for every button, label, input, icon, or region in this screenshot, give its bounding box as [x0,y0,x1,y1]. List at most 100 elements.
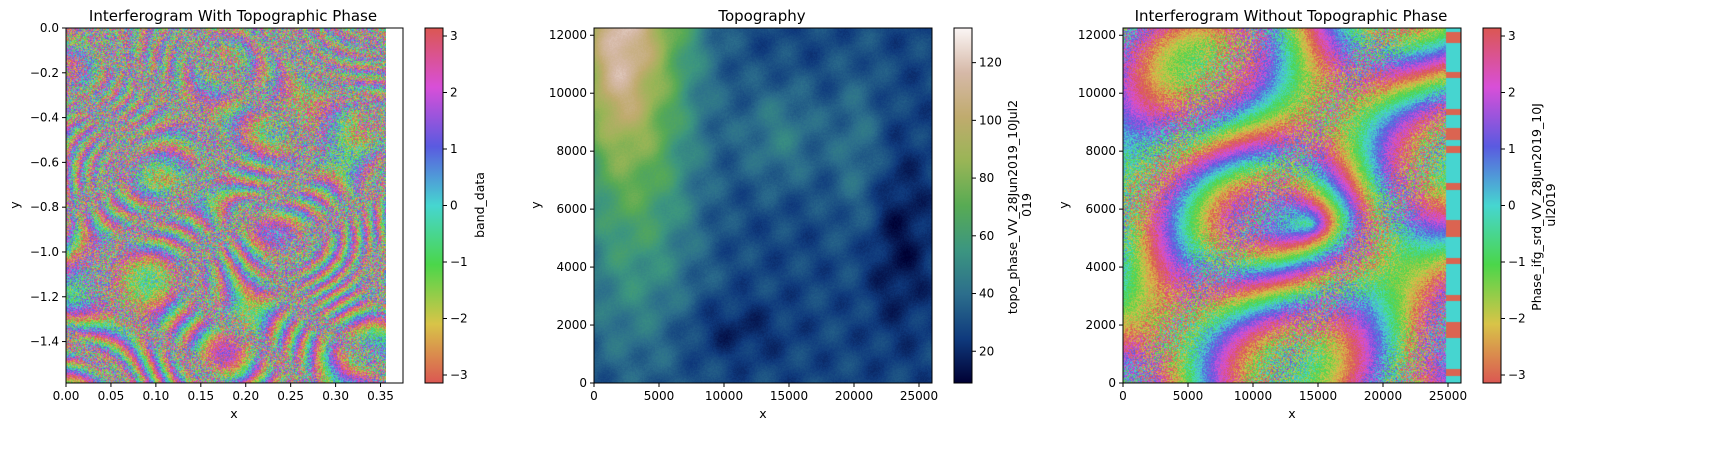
x-tick-label: 0.20 [232,389,259,403]
x-tick-label: 0 [1119,389,1127,403]
colorbar-tick-label: −3 [450,368,468,382]
colorbar-tick-label: 1 [1508,142,1516,156]
y-tick-label: 4000 [1085,260,1116,274]
panel-0-axes-frame [65,27,404,384]
colorbar-tick-label: −2 [450,312,468,326]
y-tick-label: 4000 [556,260,587,274]
interferogram-with-topo-raster [66,28,386,383]
x-tick-label: 0 [590,389,598,403]
y-tick-label: 10000 [1078,86,1116,100]
colorbar-tick-label: −3 [1508,368,1526,382]
y-tick-label: 0 [579,376,587,390]
panel-0-colorbar-label: band_data [472,172,487,238]
y-tick-label: −0.4 [30,111,59,125]
colorbar-tick-label: 0 [1508,199,1516,213]
y-tick-label: 8000 [556,144,587,158]
x-tick-label: 0.05 [98,389,125,403]
colorbar-tick-label: 100 [979,113,1002,127]
y-tick-label: 2000 [556,318,587,332]
y-tick-label: 8000 [1085,144,1116,158]
panel-topography: Topography 0 5000 10000 15000 20000 25000 0 20… [528,7,1034,421]
x-tick-label: 0.00 [53,389,80,403]
topography-raster [594,28,932,383]
panel-interferogram-with-topo: Interferogram With Topographic Phase 0.0… [7,7,487,421]
y-tick-label: 6000 [556,202,587,216]
panel-1-colorbar-label-line-1: topo_phase_VV_28Jun2019_10Jul2 [1005,100,1020,314]
x-tick-label: 0.15 [187,389,214,403]
colorbar-tick-label: 80 [979,171,994,185]
x-tick-label: 0.25 [277,389,304,403]
colorbar-tick-label: −2 [1508,312,1526,326]
y-tick-label: −1.0 [30,245,59,259]
x-tick-label: 25000 [1429,389,1467,403]
panel-2-y-label: y [1056,201,1071,209]
y-tick-label: 0.0 [40,21,59,35]
panel-1-x-ticks: 0 5000 10000 15000 20000 25000 [590,383,938,403]
panel-1-colorbar-label-line-2: 019 [1019,193,1034,217]
panel-2-x-ticks: 0 5000 10000 15000 20000 25000 [1119,383,1467,403]
panel-0-x-label: x [230,406,237,421]
panel-0-x-ticks: 0.00 0.05 0.10 0.15 0.20 0.25 0.30 0.35 [53,383,394,403]
x-tick-label: 15000 [770,389,808,403]
panel-1-axes-frame [593,27,933,384]
y-tick-label: −1.4 [30,335,59,349]
colorbar-tick-label: 60 [979,229,994,243]
y-tick-label: 0 [1108,376,1116,390]
panel-1-y-ticks: 0 2000 4000 6000 8000 10000 12000 [549,28,594,390]
panel-1-title: Topography [717,7,805,25]
colorbar-tick-label: 2 [1508,85,1516,99]
colorbar-tick-label: 120 [979,56,1002,70]
panel-1-colorbar [953,27,973,384]
y-tick-label: −0.2 [30,66,59,80]
x-tick-label: 10000 [1234,389,1272,403]
x-tick-label: 5000 [1173,389,1204,403]
panel-0-colorbar-ticks: 3 2 1 0 −1 −2 −3 [443,29,468,382]
colorbar-tick-label: −1 [1508,255,1526,269]
colorbar-tick-label: −1 [450,255,468,269]
panel-0-colorbar [424,27,444,384]
x-tick-label: 15000 [1299,389,1337,403]
x-tick-label: 0.35 [367,389,394,403]
panel-2-colorbar-label-line-2: ul2019 [1543,183,1558,226]
y-tick-label: −0.8 [30,200,59,214]
panel-1-y-label: y [528,201,543,209]
colorbar-tick-label: 3 [450,29,458,43]
panel-2-colorbar-label-line-1: Phase_ifg_srd_VV_28Jun2019_10J [1529,103,1544,311]
colorbar-tick-label: 3 [1508,29,1516,43]
x-tick-label: 10000 [705,389,743,403]
colorbar-tick-label: 0 [450,199,458,213]
panel-1-x-label: x [759,406,766,421]
panel-0-title: Interferogram With Topographic Phase [89,7,377,25]
panel-2-y-ticks: 0 2000 4000 6000 8000 10000 12000 [1078,28,1123,390]
colorbar-tick-label: 1 [450,142,458,156]
panel-interferogram-without-topo: Interferogram Without Topographic Phase … [1056,7,1558,421]
panel-2-colorbar-label: Phase_ifg_srd_VV_28Jun2019_10J ul2019 [1529,99,1558,311]
y-tick-label: 12000 [1078,28,1116,42]
y-tick-label: 6000 [1085,202,1116,216]
x-tick-label: 20000 [1364,389,1402,403]
y-tick-label: −0.6 [30,155,59,169]
panel-1-colorbar-ticks: 20 40 60 80 100 120 [972,56,1002,358]
y-tick-label: 12000 [549,28,587,42]
y-tick-label: −1.2 [30,290,59,304]
x-tick-label: 25000 [900,389,938,403]
colorbar-tick-label: 40 [979,287,994,301]
colorbar-tick-label: 2 [450,85,458,99]
interferogram-without-topo-raster [1123,28,1461,383]
panel-2-colorbar-ticks: 3 2 1 0 −1 −2 −3 [1501,29,1526,382]
y-tick-label: 10000 [549,86,587,100]
panel-2-axes-frame [1122,27,1462,384]
y-tick-label: 2000 [1085,318,1116,332]
panel-0-y-label: y [7,201,22,209]
panel-2-title: Interferogram Without Topographic Phase [1135,7,1448,25]
x-tick-label: 0.30 [322,389,349,403]
panel-1-colorbar-label: topo_phase_VV_28Jun2019_10Jul2 019 [1005,96,1034,314]
panel-2-x-label: x [1288,406,1295,421]
x-tick-label: 5000 [644,389,675,403]
x-tick-label: 0.10 [143,389,170,403]
panel-2-colorbar [1482,27,1502,384]
panel-0-y-ticks: 0.0 −0.2 −0.4 −0.6 −0.8 −1.0 −1.2 −1.4 [30,21,66,349]
x-tick-label: 20000 [835,389,873,403]
